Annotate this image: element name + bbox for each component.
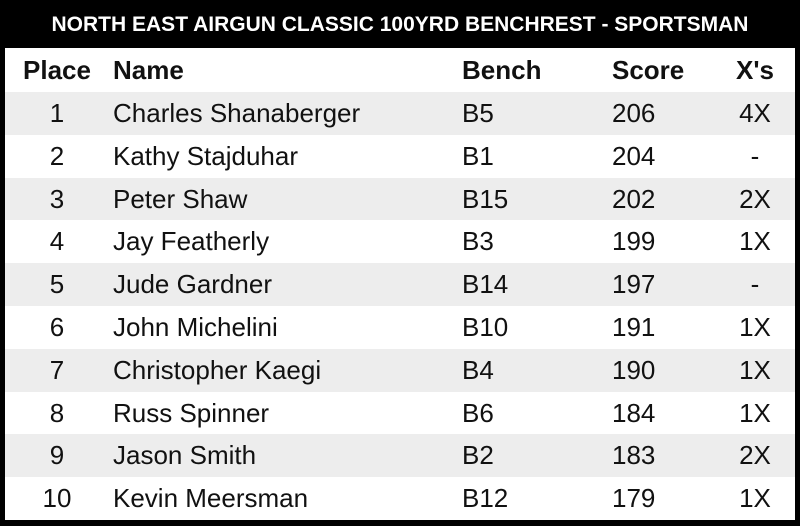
table-cell: Christopher Kaegi — [113, 354, 322, 385]
header-cell: Bench — [462, 55, 542, 85]
table-cell: 8 — [49, 397, 65, 428]
header-cell: X's — [736, 55, 774, 85]
table-cell: Jay Featherly — [113, 226, 270, 257]
table-cell: 6 — [49, 312, 65, 342]
table-cell: 2 — [49, 140, 65, 171]
table-cell: 191 — [612, 312, 656, 342]
table-cell: 199 — [612, 226, 656, 257]
table-cell: Jude Gardner — [113, 269, 272, 300]
table-cell: B6 — [462, 397, 494, 428]
table-title: NORTH EAST AIRGUN CLASSIC 100YRD BENCHRE… — [51, 13, 749, 36]
table-cell: B3 — [462, 226, 494, 257]
table-row: 6 John Michelini B10 191 1X — [5, 306, 795, 349]
table-cell: B15 — [462, 183, 509, 214]
table-cell: 2X — [739, 183, 771, 214]
table-row: 4 Jay Featherly B3 199 1X — [5, 220, 795, 263]
table-row: 9 Jason Smith B2 183 2X — [5, 434, 795, 478]
table-cell: 197 — [612, 269, 656, 300]
header-cell: Name — [113, 55, 184, 85]
table-row: 1 Charles Shanaberger B5 206 4X — [5, 92, 795, 135]
table-cell: 183 — [612, 440, 656, 471]
header-cell: Place — [23, 55, 91, 85]
table-cell: - — [750, 140, 760, 171]
table-cell: John Michelini — [113, 312, 278, 342]
table-row: 2 Kathy Stajduhar B1 204 - — [5, 135, 795, 178]
table-cell: 3 — [49, 183, 65, 214]
table-cell: B12 — [462, 483, 509, 514]
header-row: Place Name Bench Score X's — [5, 48, 795, 92]
table-cell: 1X — [739, 226, 771, 257]
table-cell: 10 — [42, 483, 72, 514]
table-cell: 2X — [739, 440, 771, 471]
table-cell: 1X — [739, 483, 771, 514]
table-row: 3 Peter Shaw B15 202 2X — [5, 177, 795, 221]
table-cell: Jason Smith — [113, 440, 257, 471]
table-cell: 1 — [49, 98, 65, 128]
table-cell: Charles Shanaberger — [113, 98, 361, 128]
table-row: 10 Kevin Meersman B12 179 1X — [5, 477, 795, 520]
table-cell: B4 — [462, 354, 494, 385]
table-cell: 4X — [739, 98, 771, 128]
table-cell: 202 — [612, 183, 656, 214]
table-cell: 1X — [739, 397, 771, 428]
table-cell: B14 — [462, 269, 509, 300]
table-cell: Russ Spinner — [113, 397, 270, 428]
table-cell: B5 — [462, 98, 494, 128]
table-cell: 7 — [49, 354, 65, 385]
table-cell: 1X — [739, 312, 771, 342]
table-cell: 5 — [49, 269, 65, 300]
table-cell: Kathy Stajduhar — [113, 140, 299, 171]
table-cell: B10 — [462, 312, 509, 342]
table-row: 7 Christopher Kaegi B4 190 1X — [5, 348, 795, 392]
table-cell: B1 — [462, 140, 494, 171]
table-cell: Kevin Meersman — [113, 483, 309, 514]
table-row: 5 Jude Gardner B14 197 - — [5, 263, 795, 306]
header-cell: Score — [612, 55, 685, 85]
table-cell: 179 — [612, 483, 656, 514]
table-cell: B2 — [462, 440, 494, 471]
table-cell: 190 — [612, 354, 656, 385]
table-cell: 1X — [739, 354, 771, 385]
table-cell: 206 — [612, 98, 656, 128]
table-cell: 184 — [612, 397, 656, 428]
table-cell: 9 — [49, 440, 65, 471]
table-cell: Peter Shaw — [113, 183, 248, 214]
table-cell: 4 — [49, 226, 65, 257]
table-cell: 204 — [612, 140, 656, 171]
table-cell: - — [750, 269, 760, 300]
table-row: 8 Russ Spinner B6 184 1X — [5, 392, 795, 435]
results-table: Place Name Bench Score X's 1 Charles Shanaberg… — [5, 48, 795, 520]
